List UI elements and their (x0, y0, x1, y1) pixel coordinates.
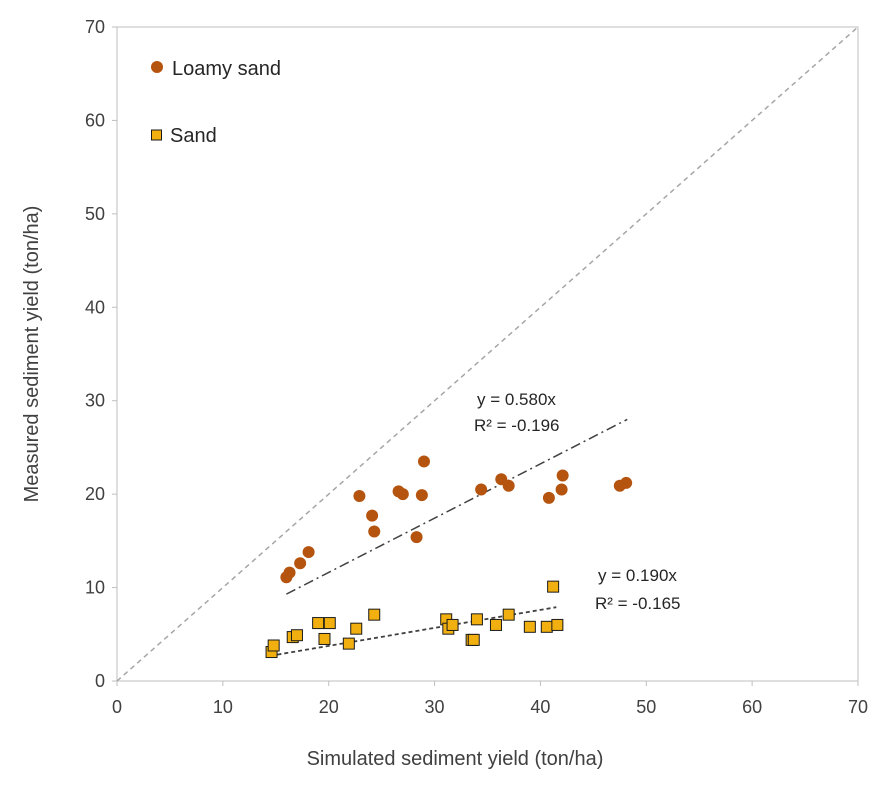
point-sand (540, 620, 553, 633)
y-tick-label: 30 (85, 391, 105, 411)
y-tick-label: 40 (85, 297, 105, 317)
point-loamy-sand (475, 483, 488, 496)
point-loamy-sand (555, 483, 568, 496)
point-loamy-sand (502, 479, 515, 492)
legend-label-loamy-sand: Loamy sand (172, 58, 281, 80)
trend-equation-loamy-sand: y = 0.580x (477, 390, 556, 409)
x-tick-label: 40 (530, 697, 550, 717)
point-loamy-sand (294, 557, 307, 570)
trend-r2-sand: R² = -0.165 (595, 594, 681, 613)
legend-label-sand: Sand (170, 125, 217, 147)
point-loamy-sand (366, 509, 379, 522)
point-loamy-sand (542, 491, 555, 504)
trendline-loamy-sand (286, 418, 628, 595)
point-loamy-sand (417, 455, 430, 468)
trend-r2-loamy-sand: R² = -0.196 (474, 416, 560, 435)
point-loamy-sand (396, 488, 409, 501)
point-loamy-sand (556, 469, 569, 482)
y-axis-title: Measured sediment yield (ton/ha) (21, 206, 43, 503)
point-sand (523, 620, 536, 633)
y-tick-label: 70 (85, 17, 105, 37)
x-tick-label: 50 (636, 697, 656, 717)
point-loamy-sand (283, 566, 296, 579)
point-sand (502, 608, 515, 621)
point-sand (267, 639, 280, 652)
point-sand (350, 622, 363, 635)
point-loamy-sand (415, 489, 428, 502)
point-loamy-sand (620, 476, 633, 489)
x-tick-label: 20 (319, 697, 339, 717)
y-tick-label: 60 (85, 110, 105, 130)
point-loamy-sand (368, 525, 381, 538)
x-tick-label: 30 (425, 697, 445, 717)
one-to-one-line (116, 26, 859, 682)
x-tick-label: 60 (742, 697, 762, 717)
x-axis-title: Simulated sediment yield (ton/ha) (307, 748, 604, 770)
point-loamy-sand (302, 546, 315, 559)
x-tick-label: 0 (112, 697, 122, 717)
point-sand (446, 618, 459, 631)
legend-marker-loamy-sand (151, 61, 163, 73)
point-sand (467, 633, 480, 646)
point-sand (318, 632, 331, 645)
axis-ticks: 0 10 20 30 40 50 60 70 0 10 20 30 40 50 60 70 (85, 17, 868, 717)
point-sand (323, 617, 336, 630)
point-sand (368, 608, 381, 621)
point-sand (489, 618, 502, 631)
x-tick-label: 10 (213, 697, 233, 717)
y-tick-label: 20 (85, 484, 105, 504)
trend-equation-sand: y = 0.190x (598, 566, 677, 585)
x-tick-label: 70 (848, 697, 868, 717)
legend-marker-sand (151, 129, 162, 141)
y-tick-label: 0 (95, 671, 105, 691)
point-sand (290, 629, 303, 642)
point-sand (551, 618, 564, 631)
point-sand (312, 617, 325, 630)
point-sand (470, 613, 483, 626)
point-sand (547, 580, 560, 593)
point-loamy-sand (410, 531, 423, 544)
y-tick-label: 10 (85, 578, 105, 598)
y-tick-label: 50 (85, 204, 105, 224)
point-loamy-sand (353, 490, 366, 503)
data-points (265, 455, 633, 659)
point-sand (342, 637, 355, 650)
legend: Loamy sand Sand (151, 58, 281, 147)
